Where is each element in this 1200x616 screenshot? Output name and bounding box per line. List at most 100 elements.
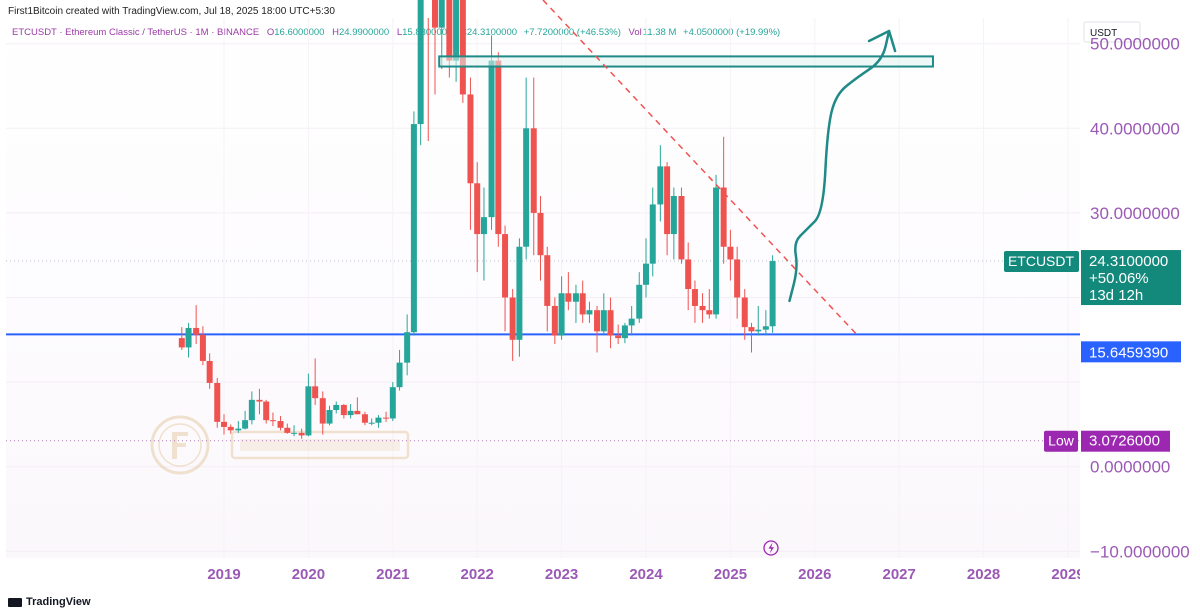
candle-body — [319, 398, 326, 424]
candle-body — [488, 60, 495, 218]
candle — [199, 326, 206, 366]
time-tick-label: 2019 — [207, 566, 240, 583]
candle — [305, 373, 312, 437]
candle-body — [685, 259, 692, 290]
candle-body — [769, 261, 776, 327]
candle-body — [291, 432, 298, 434]
watermark-logo — [150, 415, 410, 475]
candle — [347, 404, 354, 419]
candle — [586, 301, 593, 323]
price-tick-label: 40.0000000 — [1090, 119, 1180, 138]
candle-body — [206, 360, 213, 383]
candle-body — [214, 382, 221, 422]
candle-body — [664, 166, 671, 235]
candle — [713, 174, 720, 319]
candle — [312, 358, 319, 405]
close-value: 24.3100000 — [466, 27, 518, 38]
high-value: 24.9900000 — [338, 27, 390, 38]
price-tick-label: −10.0000000 — [1090, 542, 1190, 561]
candle — [769, 255, 776, 333]
chart-pane[interactable] — [6, 18, 1080, 558]
candle-body — [396, 362, 403, 388]
candle-body — [389, 387, 396, 419]
candle — [354, 397, 361, 415]
candle-body — [263, 401, 270, 421]
symbol-description[interactable]: ETCUSDT · Ethereum Classic / TetherUS · … — [12, 27, 260, 38]
open-value: 16.6000000 — [274, 27, 325, 38]
candle — [193, 305, 200, 345]
candle — [727, 229, 734, 281]
reference-lines — [6, 260, 1080, 442]
last-price-box — [1081, 250, 1181, 306]
time-tick-label: 2025 — [714, 566, 747, 583]
candle-body — [762, 326, 769, 330]
time-tick-label: 2028 — [967, 566, 1000, 583]
currency-label: USDT — [1090, 28, 1117, 39]
candle-body — [256, 399, 263, 402]
gridlines — [6, 18, 1080, 558]
candle-body — [242, 420, 249, 429]
price-tick-label: 0.0000000 — [1090, 458, 1170, 477]
candle-body — [361, 414, 368, 423]
candle — [256, 388, 263, 415]
price-tick-label: 30.0000000 — [1090, 204, 1180, 223]
candle — [558, 276, 565, 340]
candle-body — [649, 204, 656, 264]
candle — [221, 414, 227, 435]
candle — [685, 242, 692, 311]
candle — [410, 111, 417, 336]
candle-body — [755, 329, 762, 332]
candle — [178, 327, 185, 350]
lightning-icon[interactable] — [763, 540, 779, 556]
candle — [615, 324, 622, 345]
low-price-value: 3.0726000 — [1089, 433, 1160, 450]
low-label: L — [396, 27, 403, 38]
candle — [657, 145, 664, 222]
candle — [720, 136, 727, 264]
candle-body — [691, 289, 698, 306]
volume-label: Vol — [628, 27, 642, 38]
candle-body — [227, 426, 234, 431]
candle — [263, 399, 270, 424]
candle-body — [530, 128, 537, 213]
chart-header: First1Bitcoin created with TradingView.c… — [0, 0, 1200, 22]
candle — [185, 322, 192, 358]
volume-value: 11.38 M — [642, 27, 677, 38]
time-tick-label: 2029 — [1051, 566, 1084, 583]
candle — [495, 52, 502, 247]
footer-brand: TradingView — [26, 596, 91, 608]
candle — [326, 405, 333, 426]
candle-body — [368, 422, 375, 424]
candle-body — [178, 338, 185, 348]
candle-body — [453, 0, 460, 61]
candle-body — [594, 310, 601, 332]
candle — [446, 0, 453, 78]
low-tag — [1044, 430, 1078, 452]
candle-body — [727, 246, 734, 260]
candlesticks — [178, 0, 776, 439]
candle — [214, 377, 221, 428]
price-labels: ETCUSDT 24.3100000+50.06%13d 12h 15.645939… — [1004, 250, 1181, 452]
candle — [600, 293, 607, 336]
last-change-value: +50.06% — [1089, 270, 1149, 287]
candle — [291, 425, 298, 437]
candle-body — [347, 410, 354, 416]
candle-body — [467, 94, 474, 184]
candle-body — [284, 427, 291, 433]
candle-body — [410, 124, 417, 333]
candle — [333, 401, 340, 414]
candle-body — [670, 195, 677, 235]
resistance-zone-box — [438, 55, 934, 68]
time-tick-label: 2026 — [798, 566, 831, 583]
tradingview-logo[interactable]: TradingView — [8, 596, 91, 608]
candle-body — [572, 293, 579, 302]
candle — [544, 246, 551, 332]
candle-body — [636, 284, 643, 319]
candle-body — [248, 399, 255, 421]
time-axis: 2019 2020 2021 2022 2023 2024 2025 2026 2027 2028… — [207, 560, 1200, 590]
candle — [755, 305, 762, 336]
candle — [459, 0, 466, 103]
candle — [636, 272, 643, 323]
candle — [691, 280, 698, 323]
symbol-tag — [1004, 251, 1079, 273]
